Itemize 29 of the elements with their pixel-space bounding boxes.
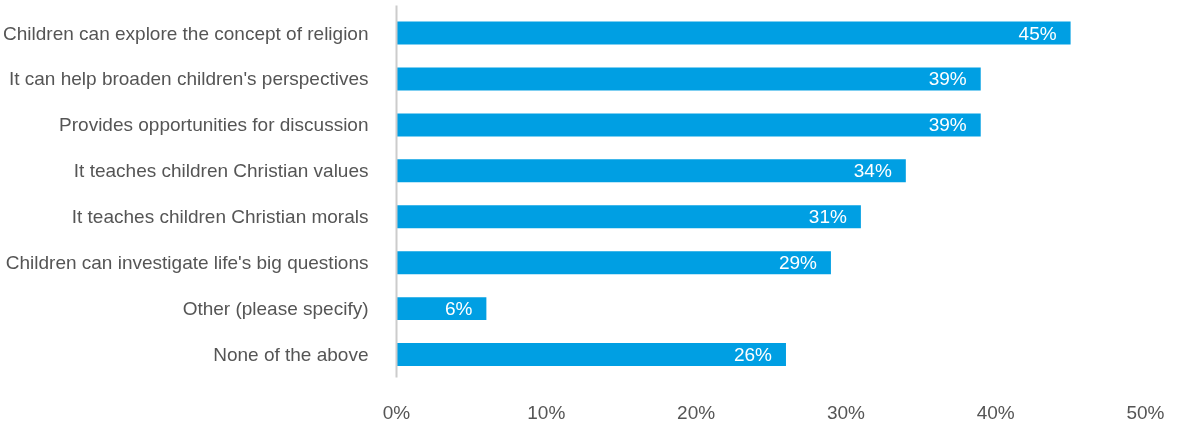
data-label: 45% [1018, 22, 1057, 44]
bar [396, 205, 861, 229]
y-tick-label: It teaches children Christian morals [71, 206, 369, 228]
y-tick-label: It teaches children Christian values [73, 160, 369, 182]
bar [396, 21, 1071, 45]
x-tick-label: 10% [527, 401, 566, 423]
data-label: 29% [778, 252, 818, 274]
x-tick-label: 50% [1126, 401, 1165, 423]
data-label: 39% [928, 114, 967, 136]
y-tick-label: It can help broaden children's perspectives [8, 68, 369, 90]
x-tick-label: 40% [976, 401, 1015, 423]
data-label: 6% [444, 298, 473, 320]
data-label: 34% [853, 160, 892, 182]
bar [396, 251, 831, 275]
x-tick-label: 30% [826, 401, 866, 423]
x-tick-label: 0% [382, 401, 411, 423]
y-tick-label: None of the above [213, 344, 369, 366]
y-tick-label: Provides opportunities for discussion [59, 114, 369, 136]
data-label: 39% [928, 68, 967, 90]
bar [396, 67, 981, 91]
y-tick-label: Children can explore the concept of religion [3, 22, 369, 44]
data-label: 31% [808, 206, 847, 228]
bar [396, 113, 981, 137]
y-tick-label: Other (please specify) [182, 298, 369, 320]
x-tick-label: 20% [677, 401, 716, 423]
y-tick-label: Children can investigate life's big questions [5, 252, 369, 274]
bar [396, 159, 906, 183]
data-label: 26% [733, 344, 773, 366]
bar [396, 343, 786, 367]
